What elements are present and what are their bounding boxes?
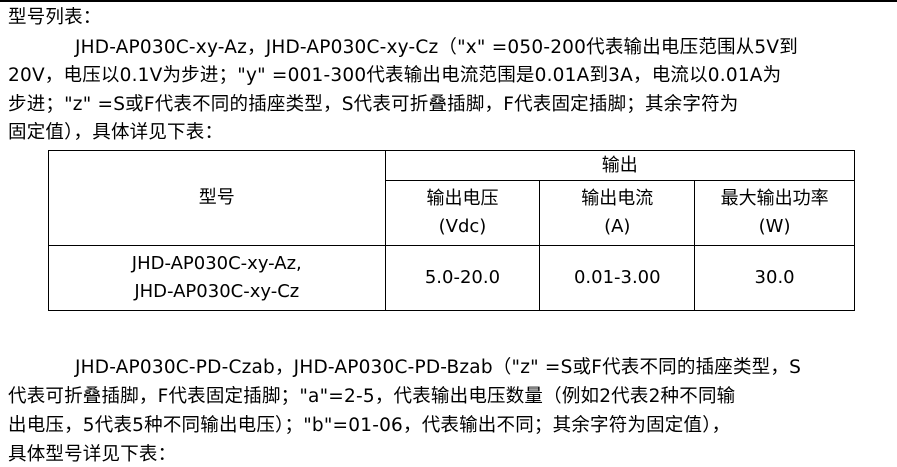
current-header: 输出电流 (A) xyxy=(539,180,696,246)
table-row: JHD-AP030C-xy-Az, JHD-AP030C-xy-Cz 5.0-20… xyxy=(48,245,855,311)
paragraph-line: JHD-AP030C-PD-Czab，JHD-AP030C-PD-Bzab（"z… xyxy=(75,357,802,378)
paragraph-line: 步进；"z" =S或F代表不同的插座类型，S代表可折叠插脚，F代表固定插脚；其余… xyxy=(8,94,739,115)
output-header: 输出 xyxy=(384,150,856,181)
section-heading: 型号列表： xyxy=(8,7,102,28)
paragraph-line: 具体型号详见下表： xyxy=(8,444,177,465)
paragraph-line: 出电压，5代表5种不同输出电压）；"b"=01-06，代表输出不同；其余字符为固… xyxy=(8,415,731,436)
model-table: 型号 输出 输出电压 (Vdc) 输出电流 (A) 最大输出功率 (W) JHD-AP… xyxy=(48,150,856,311)
power-cell: 30.0 xyxy=(694,245,855,311)
voltage-header: 输出电压 (Vdc) xyxy=(384,180,541,246)
model-cell: JHD-AP030C-xy-Az, JHD-AP030C-xy-Cz xyxy=(48,245,386,311)
voltage-cell: 5.0-20.0 xyxy=(384,245,541,311)
paragraph-line: 20V，电压以0.1V为步进；"y" =001-300代表输出电流范围是0.01… xyxy=(8,65,782,86)
paragraph-line: 固定值），具体详见下表： xyxy=(8,122,224,143)
current-cell: 0.01-3.00 xyxy=(539,245,696,311)
paragraph-line: 代表可折叠插脚，F代表固定插脚；"a"=2-5，代表输出电压数量（例如2代表2种… xyxy=(8,386,736,407)
model-header: 型号 xyxy=(48,150,386,246)
paragraph-line: JHD-AP030C-xy-Az，JHD-AP030C-xy-Cz（"x" =0… xyxy=(75,37,798,58)
power-header: 最大输出功率 (W) xyxy=(694,180,855,246)
top-border xyxy=(0,0,897,2)
